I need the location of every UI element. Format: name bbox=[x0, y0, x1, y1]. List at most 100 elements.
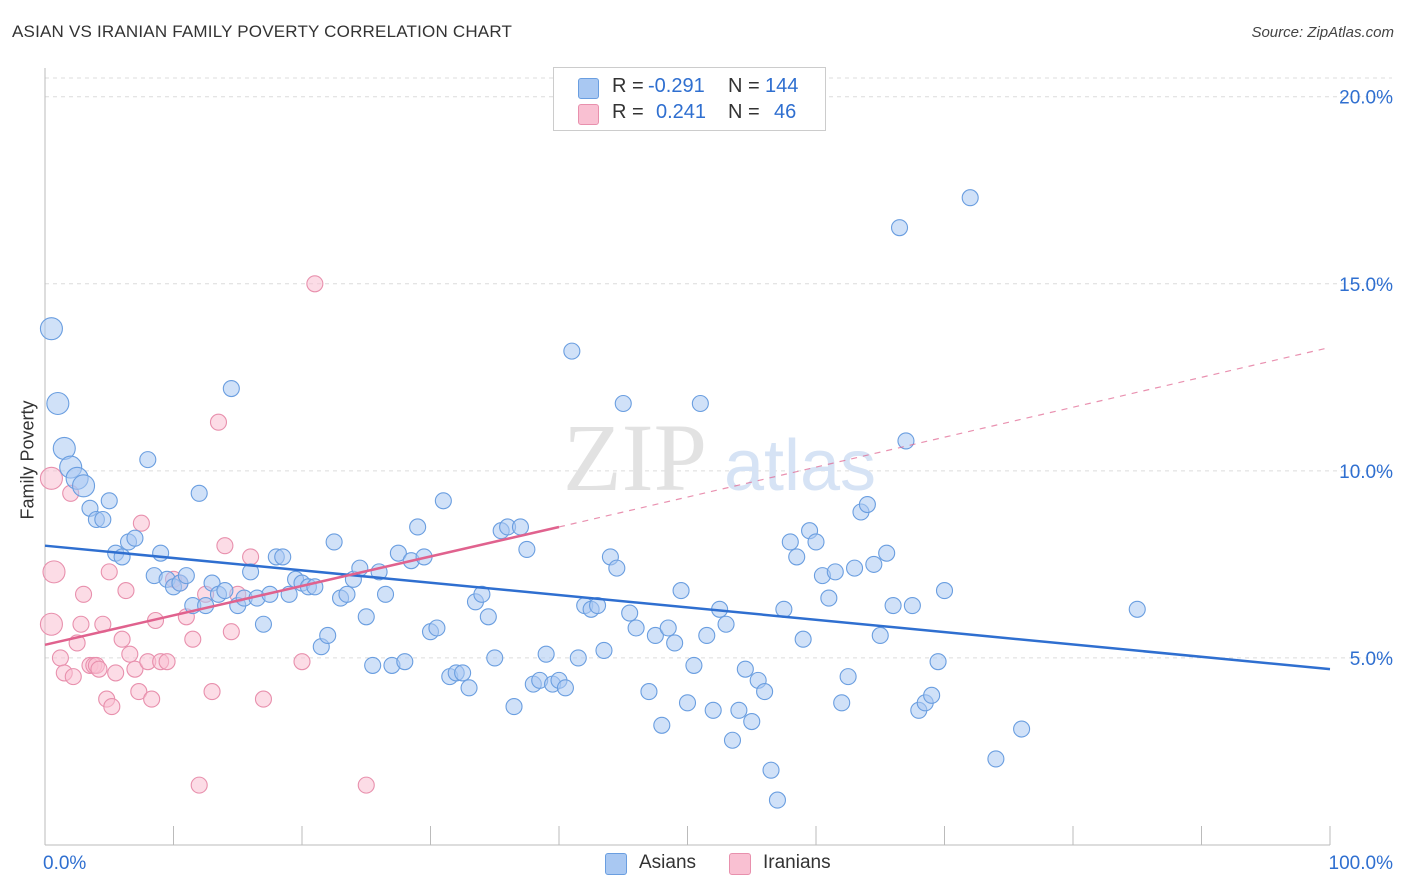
legend-r-value: -0.291 bbox=[648, 75, 705, 97]
data-point-asians bbox=[486, 649, 504, 667]
data-point-iranians bbox=[190, 776, 208, 794]
data-point-asians bbox=[672, 582, 690, 600]
data-point-asians bbox=[890, 219, 909, 237]
data-point-asians bbox=[511, 518, 530, 536]
data-point-asians bbox=[685, 656, 703, 674]
data-point-asians bbox=[788, 548, 806, 566]
data-point-asians bbox=[897, 432, 915, 450]
data-point-asians bbox=[858, 495, 876, 514]
data-point-iranians bbox=[75, 585, 93, 603]
legend-n-value: 46 bbox=[774, 101, 797, 123]
data-point-asians bbox=[666, 634, 684, 652]
data-point-asians bbox=[871, 626, 889, 645]
y-tick-label: 5.0% bbox=[1350, 649, 1393, 670]
data-point-asians bbox=[878, 544, 896, 562]
data-point-asians bbox=[691, 394, 709, 413]
axes bbox=[44, 68, 1331, 846]
legend-r-label: R = bbox=[612, 75, 644, 97]
data-point-asians bbox=[100, 492, 118, 510]
data-point-asians bbox=[659, 619, 677, 637]
data-point-asians bbox=[903, 596, 921, 615]
data-point-asians bbox=[929, 653, 947, 671]
data-point-asians bbox=[274, 548, 292, 566]
data-point-iranians bbox=[357, 776, 375, 794]
data-point-iranians bbox=[254, 690, 273, 708]
chart-title: ASIAN VS IRANIAN FAMILY POVERTY CORRELAT… bbox=[12, 22, 513, 41]
data-point-iranians bbox=[143, 690, 161, 708]
data-point-iranians bbox=[158, 653, 176, 671]
data-point-asians bbox=[935, 582, 954, 600]
data-point-asians bbox=[627, 619, 645, 637]
series-asians-points bbox=[39, 189, 1146, 809]
legend-n-value: 144 bbox=[765, 75, 799, 97]
data-point-iranians bbox=[126, 660, 144, 678]
watermark-atlas: atlas bbox=[724, 426, 876, 506]
data-point-asians bbox=[389, 544, 407, 562]
data-point-asians bbox=[762, 761, 780, 779]
data-point-iranians bbox=[117, 582, 135, 600]
data-point-asians bbox=[704, 701, 722, 719]
data-point-asians bbox=[434, 492, 452, 510]
data-point-iranians bbox=[293, 653, 311, 671]
data-point-asians bbox=[845, 559, 864, 577]
data-point-iranians bbox=[132, 514, 150, 532]
data-point-asians bbox=[46, 391, 70, 416]
data-point-asians bbox=[717, 615, 735, 633]
data-point-asians bbox=[364, 656, 382, 674]
data-point-iranians bbox=[113, 630, 131, 648]
data-point-asians bbox=[807, 533, 825, 551]
data-point-asians bbox=[923, 686, 941, 704]
data-point-asians bbox=[242, 563, 260, 581]
data-point-asians bbox=[357, 608, 375, 626]
data-point-asians bbox=[640, 683, 658, 701]
data-point-iranians bbox=[306, 275, 324, 293]
data-point-iranians bbox=[222, 623, 240, 641]
data-point-asians bbox=[190, 484, 208, 502]
data-point-asians bbox=[768, 791, 787, 809]
y-tick-label: 20.0% bbox=[1339, 88, 1393, 109]
data-point-asians bbox=[794, 630, 812, 648]
x-tick-label: 100.0% bbox=[1329, 853, 1394, 874]
data-point-asians bbox=[839, 668, 857, 686]
data-point-asians bbox=[505, 698, 523, 716]
data-point-iranians bbox=[64, 668, 82, 686]
data-point-asians bbox=[222, 379, 240, 398]
data-point-asians bbox=[826, 563, 844, 581]
data-point-asians bbox=[614, 394, 632, 413]
series-iranians-points bbox=[39, 275, 375, 794]
data-point-asians bbox=[736, 660, 754, 678]
legend-swatch-asians bbox=[578, 78, 599, 99]
data-point-iranians bbox=[39, 612, 63, 636]
y-tick-label: 15.0% bbox=[1339, 275, 1393, 296]
y-tick-label: 10.0% bbox=[1339, 462, 1393, 483]
data-point-iranians bbox=[121, 645, 139, 663]
data-point-asians bbox=[473, 585, 491, 603]
data-point-asians bbox=[319, 626, 337, 645]
legend-r-value: 0.241 bbox=[656, 101, 707, 123]
data-point-asians bbox=[518, 540, 536, 558]
data-point-asians bbox=[537, 645, 555, 663]
data-point-asians bbox=[460, 679, 478, 697]
data-point-asians bbox=[376, 585, 395, 603]
legend-n-label: N = bbox=[728, 101, 760, 123]
trend-line-asians bbox=[44, 544, 1331, 671]
data-point-asians bbox=[678, 694, 697, 712]
data-point-iranians bbox=[100, 563, 118, 581]
data-point-asians bbox=[454, 664, 472, 682]
data-point-asians bbox=[409, 518, 427, 536]
data-point-iranians bbox=[209, 413, 228, 431]
data-point-asians bbox=[152, 544, 170, 562]
data-point-iranians bbox=[107, 664, 125, 682]
data-point-asians bbox=[756, 683, 774, 701]
data-point-asians bbox=[479, 608, 497, 626]
data-point-asians bbox=[781, 533, 799, 551]
data-point-asians bbox=[1128, 600, 1146, 618]
data-point-asians bbox=[94, 510, 112, 529]
data-point-iranians bbox=[242, 548, 260, 566]
data-point-asians bbox=[177, 567, 195, 585]
data-point-asians bbox=[254, 615, 273, 633]
data-point-asians bbox=[72, 474, 96, 498]
data-point-asians bbox=[1013, 720, 1031, 738]
data-point-asians bbox=[743, 712, 761, 731]
